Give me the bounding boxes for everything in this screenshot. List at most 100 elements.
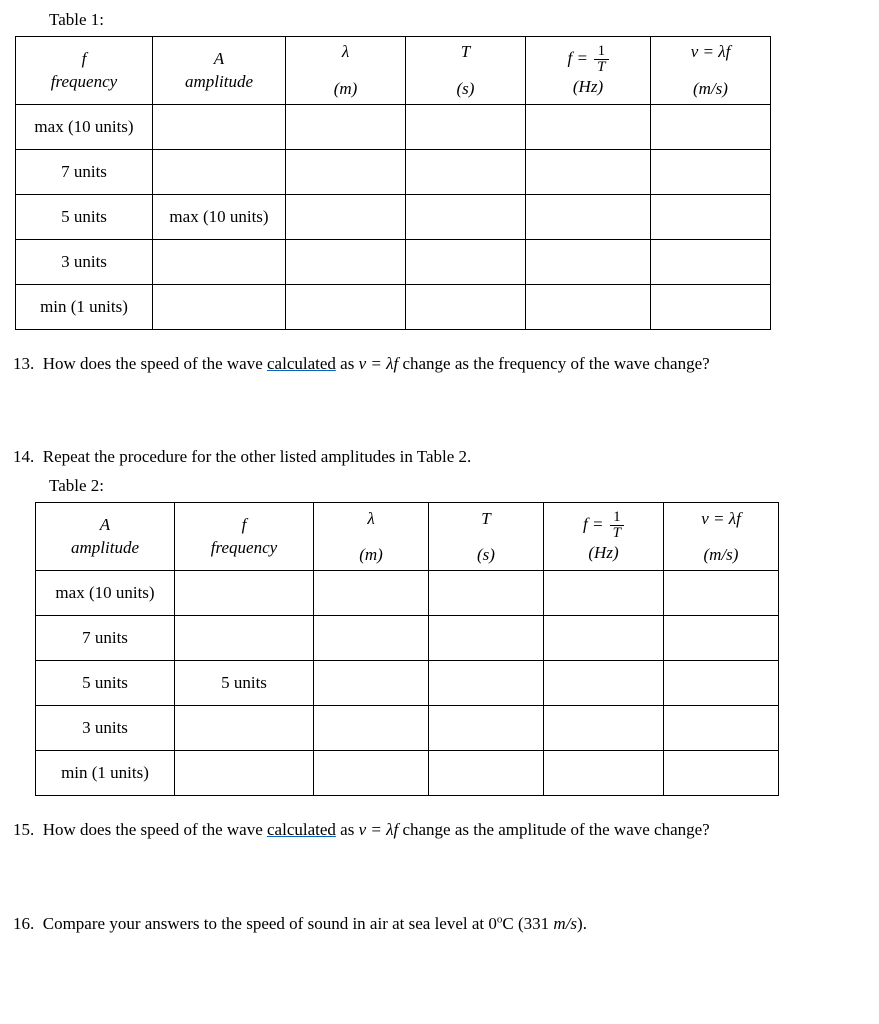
- table-row: [651, 105, 771, 150]
- t2-h5-lhs: f =: [583, 515, 603, 534]
- table-row: [651, 285, 771, 330]
- q13-mid: as: [336, 354, 359, 373]
- table-row: [664, 661, 779, 706]
- table-row: [544, 616, 664, 661]
- t1-h1: f frequency: [16, 37, 153, 105]
- t1-h2: A amplitude: [153, 37, 286, 105]
- t1-h2-label: amplitude: [153, 72, 285, 92]
- table-row: 5 units: [16, 195, 153, 240]
- table-row: [406, 195, 526, 240]
- table-row: [429, 571, 544, 616]
- question-14: 14. Repeat the procedure for the other l…: [13, 443, 874, 470]
- t1-h5-lhs: f =: [567, 48, 587, 67]
- table-row: min (1 units): [36, 751, 175, 796]
- t2-h1: A amplitude: [36, 503, 175, 571]
- table-row: [153, 105, 286, 150]
- t2-h5-num: 1: [610, 510, 624, 526]
- t1-h2-sym: A: [153, 49, 285, 69]
- q15-mid: as: [336, 820, 359, 839]
- t2-h3-unit: (m): [314, 545, 428, 565]
- fraction-icon: 1T: [610, 510, 624, 541]
- t2-h5-den: T: [610, 526, 624, 541]
- t1-h3: λ (m): [286, 37, 406, 105]
- table-row: [314, 616, 429, 661]
- table-row: 7 units: [36, 616, 175, 661]
- table2-label: Table 2:: [49, 476, 874, 496]
- t1-h3-sym: λ: [286, 42, 405, 62]
- table-row: [664, 571, 779, 616]
- table-row: [286, 285, 406, 330]
- t2-h2-label: frequency: [175, 538, 313, 558]
- table-row: [314, 571, 429, 616]
- table-row: [651, 150, 771, 195]
- table-row: [664, 616, 779, 661]
- t2-h2-sym: f: [175, 515, 313, 535]
- table-row: [406, 285, 526, 330]
- t1-h4: T (s): [406, 37, 526, 105]
- table-row: 3 units: [36, 706, 175, 751]
- t1-h5-den: T: [594, 60, 608, 75]
- q13-formula: v = λf: [359, 354, 399, 373]
- t2-h1-label: amplitude: [36, 538, 174, 558]
- q16-unit-c: C: [502, 914, 513, 933]
- t2-h6: v = λf (m/s): [664, 503, 779, 571]
- table-row: [429, 616, 544, 661]
- q15-post: change as the amplitude of the wave chan…: [398, 820, 710, 839]
- table-row: [651, 240, 771, 285]
- table-row: [175, 751, 314, 796]
- t2-h4-unit: (s): [429, 545, 543, 565]
- table-row: [526, 195, 651, 240]
- table-row: [175, 706, 314, 751]
- q16-ms: m/s: [553, 914, 577, 933]
- t2-h4: T (s): [429, 503, 544, 571]
- table-row: [544, 661, 664, 706]
- question-13: 13. How does the speed of the wave calcu…: [13, 350, 874, 377]
- table-row: [526, 150, 651, 195]
- table-row: [314, 661, 429, 706]
- table-row: 7 units: [16, 150, 153, 195]
- t1-h3-unit: (m): [286, 79, 405, 99]
- table-row: [664, 751, 779, 796]
- table-row: [286, 150, 406, 195]
- table-row: [286, 105, 406, 150]
- t1-h4-unit: (s): [406, 79, 525, 99]
- t1-h4-sym: T: [406, 42, 525, 62]
- t2-h4-sym: T: [429, 509, 543, 529]
- q15-formula: v = λf: [359, 820, 399, 839]
- q14-text: Repeat the procedure for the other liste…: [43, 447, 472, 466]
- q13-post: change as the frequency of the wave chan…: [398, 354, 710, 373]
- table-row: [526, 285, 651, 330]
- table-row: max (10 units): [36, 571, 175, 616]
- table-row: 3 units: [16, 240, 153, 285]
- table-row: 5 units: [36, 661, 175, 706]
- table-row: [544, 571, 664, 616]
- q15-pre: How does the speed of the wave: [43, 820, 267, 839]
- t1-h6-formula: v = λf: [651, 42, 770, 62]
- t2-h3: λ (m): [314, 503, 429, 571]
- t1-h1-sym: f: [16, 49, 152, 69]
- table-row: max (10 units): [153, 195, 286, 240]
- table-row: [314, 706, 429, 751]
- table1: f frequency A amplitude λ (m) T (s) f = …: [15, 36, 771, 330]
- t2-h6-formula: v = λf: [664, 509, 778, 529]
- table-row: [526, 240, 651, 285]
- table-row: [544, 706, 664, 751]
- table-row: max (10 units): [16, 105, 153, 150]
- fraction-icon: 1T: [594, 44, 608, 75]
- q16-pre: Compare your answers to the speed of sou…: [43, 914, 489, 933]
- q16-temp: 0: [488, 914, 497, 933]
- table-row: [153, 285, 286, 330]
- q13-calc: calculated: [267, 354, 336, 373]
- t1-h1-label: frequency: [16, 72, 152, 92]
- table-row: [175, 571, 314, 616]
- table-row: [664, 706, 779, 751]
- t1-h5-num: 1: [594, 44, 608, 60]
- t2-h1-sym: A: [36, 515, 174, 535]
- q13-pre: How does the speed of the wave: [43, 354, 267, 373]
- q13-num: 13.: [13, 354, 34, 373]
- t1-h5-unit: (Hz): [526, 77, 650, 97]
- table-row: [153, 240, 286, 285]
- table-row: [406, 240, 526, 285]
- t1-h6: v = λf (m/s): [651, 37, 771, 105]
- table-row: [406, 150, 526, 195]
